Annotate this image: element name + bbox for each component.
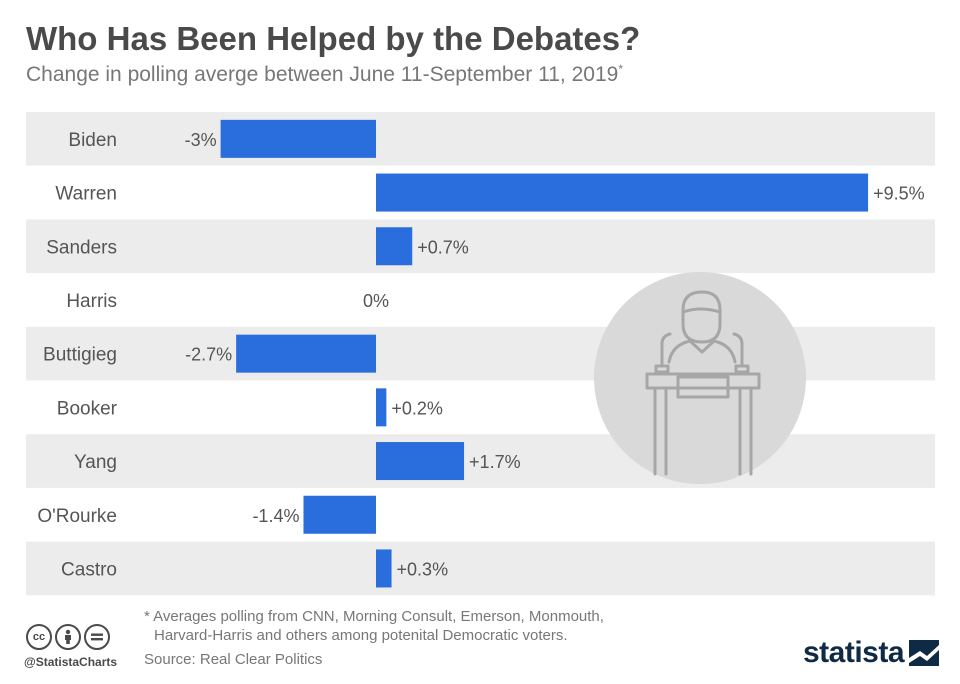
chart-title: Who Has Been Helped by the Debates?	[26, 20, 641, 57]
category-label: Castro	[61, 559, 117, 580]
subtitle-text: Change in polling averge between June 11…	[26, 63, 619, 86]
value-label: 0%	[363, 291, 389, 311]
no-derivatives-icon	[84, 624, 110, 650]
bar	[220, 119, 376, 158]
value-label: +0.7%	[417, 237, 469, 257]
row-stripe	[26, 541, 935, 596]
value-label: -3%	[185, 130, 217, 150]
bars	[220, 119, 869, 588]
cc-icon: cc	[26, 624, 52, 650]
row-stripe	[26, 112, 935, 166]
value-label: +9.5%	[873, 184, 925, 204]
category-label: Sanders	[46, 237, 117, 258]
bar	[376, 227, 413, 266]
attribution-icon	[55, 624, 81, 650]
statista-logo[interactable]: statista	[803, 636, 940, 670]
category-label: O'Rourke	[37, 506, 117, 527]
value-label: -2.7%	[185, 345, 232, 365]
value-label: +1.7%	[469, 452, 521, 472]
source-text: Source: Real Clear Politics	[144, 651, 323, 668]
statista-logo-mark-icon	[909, 640, 940, 666]
bar	[376, 388, 387, 427]
subtitle-footnote-mark: *	[618, 62, 623, 76]
footnote-line-1: * Averages polling from CNN, Morning Con…	[144, 608, 604, 625]
debate-podium-icon	[594, 272, 806, 484]
license-icons[interactable]: cc	[26, 624, 110, 650]
value-label: +0.3%	[397, 559, 449, 579]
row-stripe	[26, 434, 935, 488]
category-label: Booker	[57, 398, 118, 419]
brand-name: statista	[803, 636, 905, 669]
row-stripe	[26, 219, 935, 274]
category-label: Harris	[66, 291, 117, 312]
illustration-circle	[594, 272, 806, 484]
chart-subtitle: Change in polling averge between June 11…	[26, 62, 623, 87]
category-label: Biden	[68, 130, 117, 151]
row-stripes	[26, 112, 935, 596]
bar	[376, 173, 869, 212]
social-handle[interactable]: @StatistaCharts	[24, 655, 118, 669]
value-label: +0.2%	[391, 398, 443, 418]
category-label: Warren	[55, 184, 117, 205]
row-stripe	[26, 326, 935, 381]
bar	[303, 495, 376, 534]
bar	[376, 442, 465, 481]
value-label: -1.4%	[252, 506, 299, 526]
footnote: * Averages polling from CNN, Morning Con…	[144, 607, 704, 645]
bar	[376, 549, 392, 588]
category-label: Yang	[74, 452, 117, 473]
value-labels: -3% +9.5% +0.7% 0% -2.7% +0.2% +1.7% -1.4% +0.3%	[185, 130, 925, 580]
bar	[236, 334, 376, 373]
category-labels: Biden Warren Sanders Harris Buttigieg Booker Y…	[37, 130, 117, 581]
category-label: Buttigieg	[43, 345, 117, 366]
footnote-line-2: Harvard-Harris and others among potenita…	[154, 627, 568, 644]
